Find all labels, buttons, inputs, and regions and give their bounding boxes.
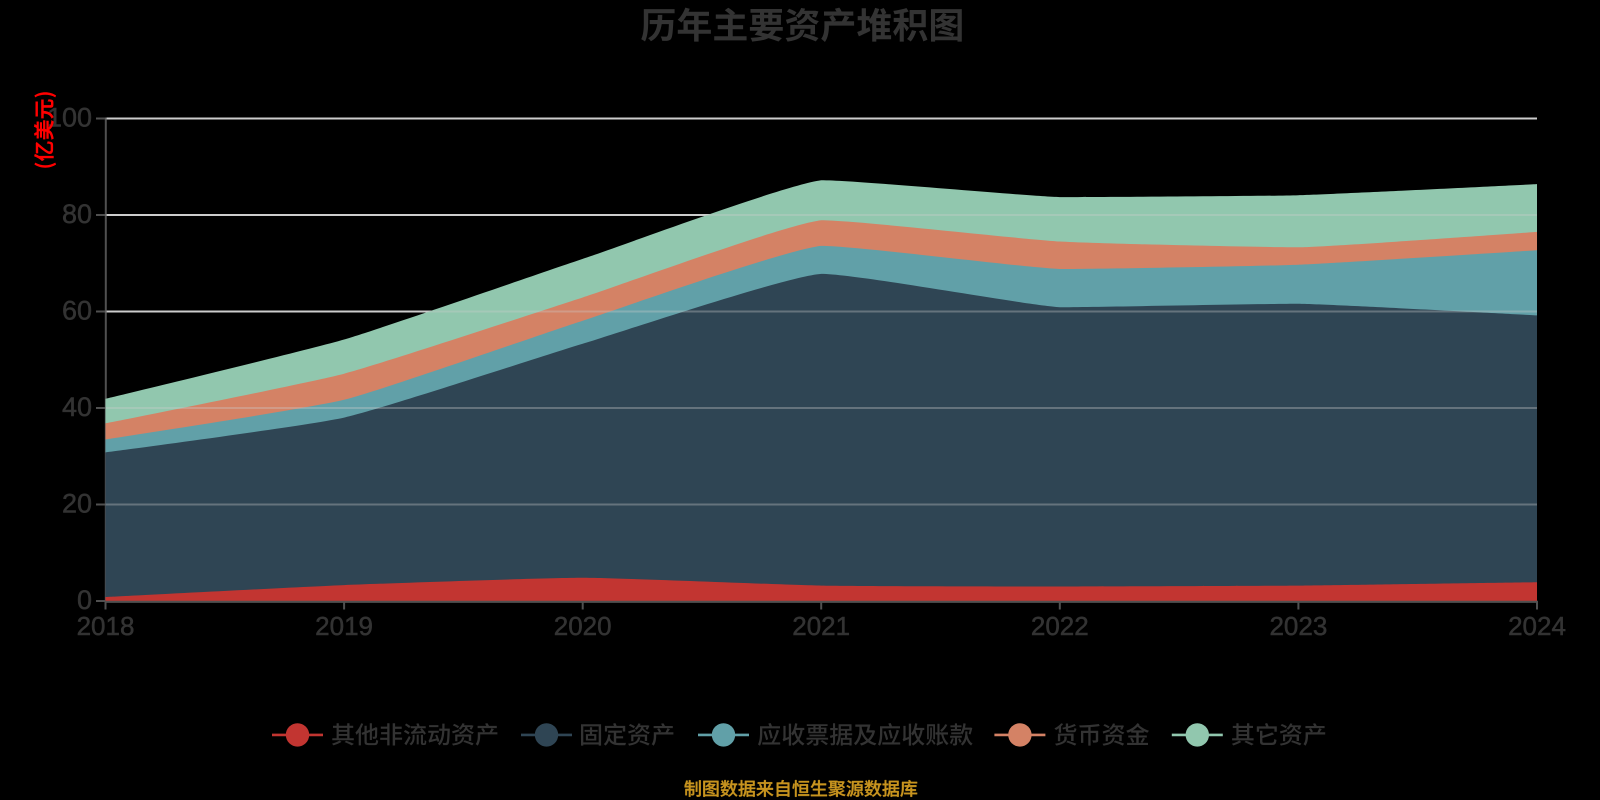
svg-text:2022: 2022 <box>1031 611 1089 641</box>
svg-text:2018: 2018 <box>77 611 135 641</box>
svg-text:2020: 2020 <box>554 611 612 641</box>
svg-text:40: 40 <box>62 392 92 422</box>
svg-text:2024: 2024 <box>1508 611 1566 641</box>
svg-text:0: 0 <box>77 585 92 615</box>
svg-text:2021: 2021 <box>792 611 850 641</box>
svg-text:2023: 2023 <box>1269 611 1327 641</box>
svg-text:100: 100 <box>47 103 92 133</box>
svg-text:60: 60 <box>62 296 92 326</box>
svg-text:2019: 2019 <box>315 611 373 641</box>
svg-text:20: 20 <box>62 489 92 519</box>
svg-text:80: 80 <box>62 199 92 229</box>
